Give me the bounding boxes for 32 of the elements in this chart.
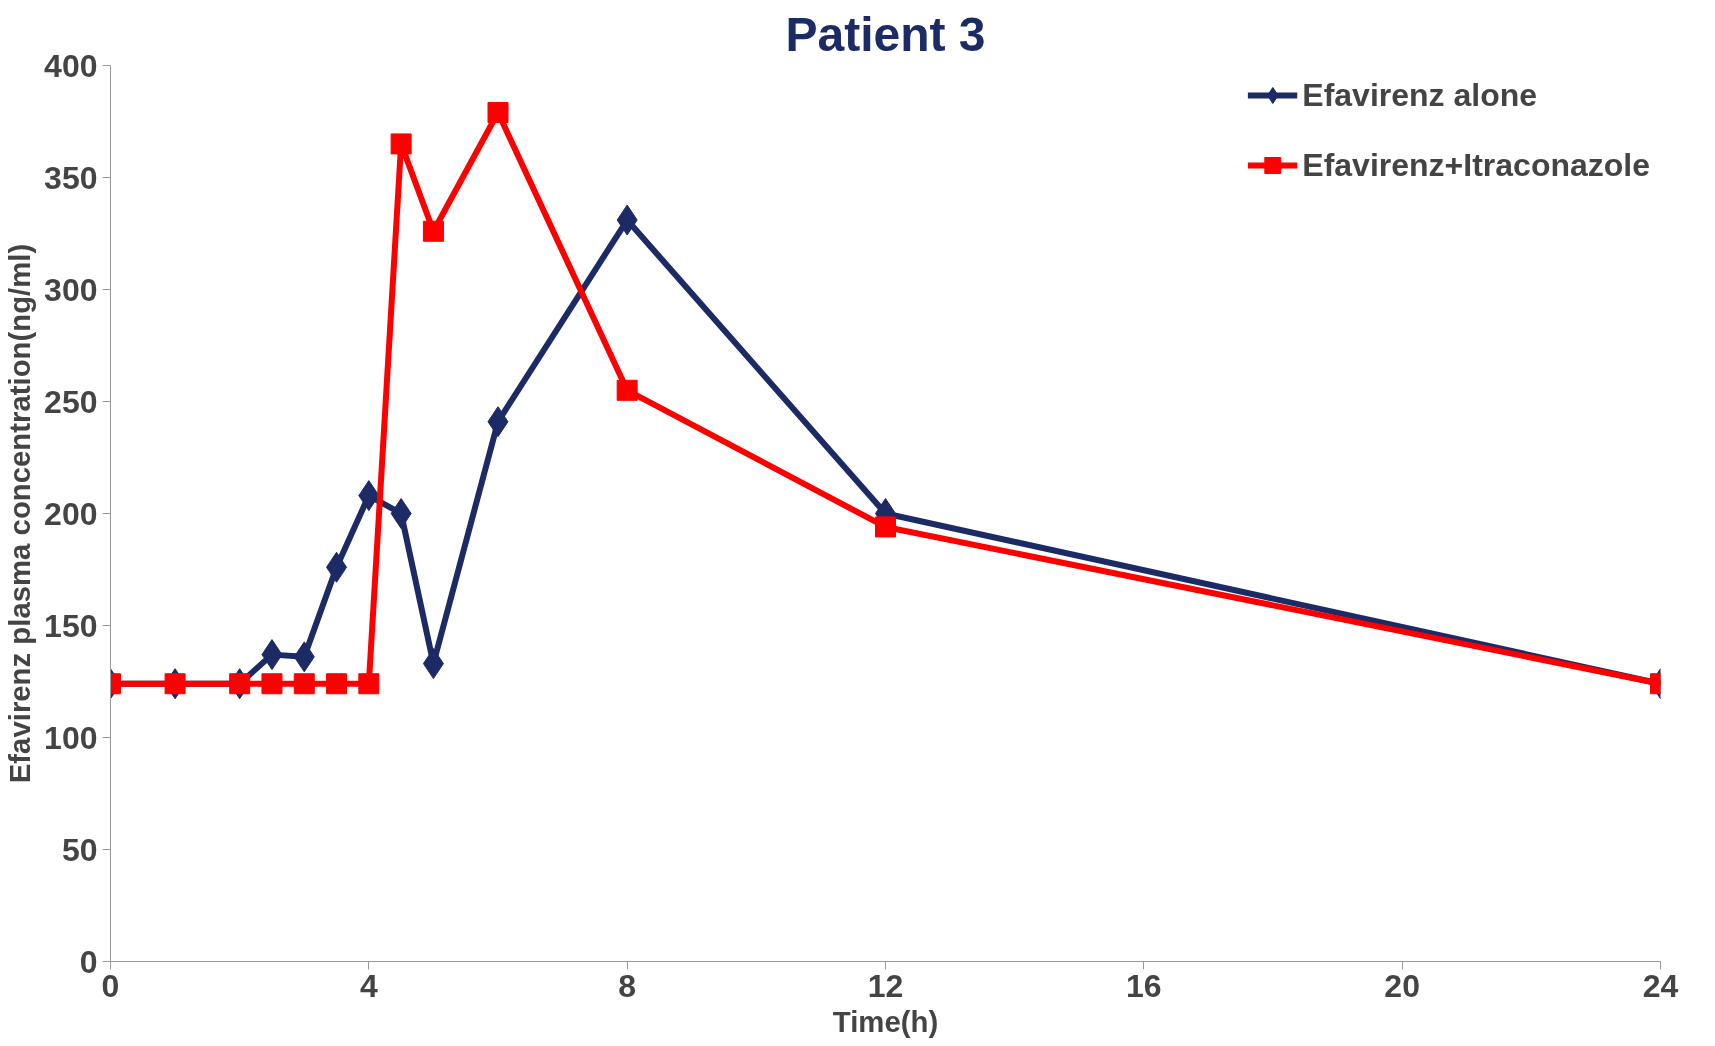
x-tick-label: 20 [1384, 967, 1420, 1004]
y-tick-label: 150 [44, 607, 98, 644]
point [487, 102, 509, 124]
y-tick-label: 350 [44, 159, 98, 196]
x-tick-label: 24 [1642, 967, 1679, 1004]
point [390, 498, 412, 529]
point [875, 516, 896, 538]
x-tick-label: 12 [867, 967, 904, 1004]
y-tick-label: 250 [44, 383, 98, 420]
point [616, 379, 638, 401]
y-tick-label: 50 [61, 831, 98, 868]
point [229, 673, 251, 695]
y-tick-label: 400 [44, 47, 98, 84]
x-tick-label: 8 [618, 967, 637, 1004]
y-tick-label: 300 [44, 271, 98, 308]
x-tick-label: 16 [1126, 967, 1162, 1004]
x-axis-title: Time(h) [832, 1004, 939, 1038]
y-tick-label: 100 [44, 719, 98, 756]
point [293, 673, 315, 695]
point [390, 133, 412, 155]
point [422, 220, 444, 242]
point [164, 673, 186, 695]
legend-label: Efavirenz alone [1302, 76, 1538, 114]
y-axis-title: Efavirenz plasma concentration(ng/ml) [3, 243, 37, 784]
point [326, 673, 348, 695]
y-tick-label: 0 [79, 943, 98, 980]
point [261, 673, 283, 695]
legend-label: Efavirenz+Itraconazole [1302, 146, 1650, 184]
point [358, 673, 380, 695]
x-tick-label: 4 [359, 967, 378, 1004]
y-tick-label: 200 [44, 495, 98, 532]
chart-title: Patient 3 [785, 7, 986, 61]
